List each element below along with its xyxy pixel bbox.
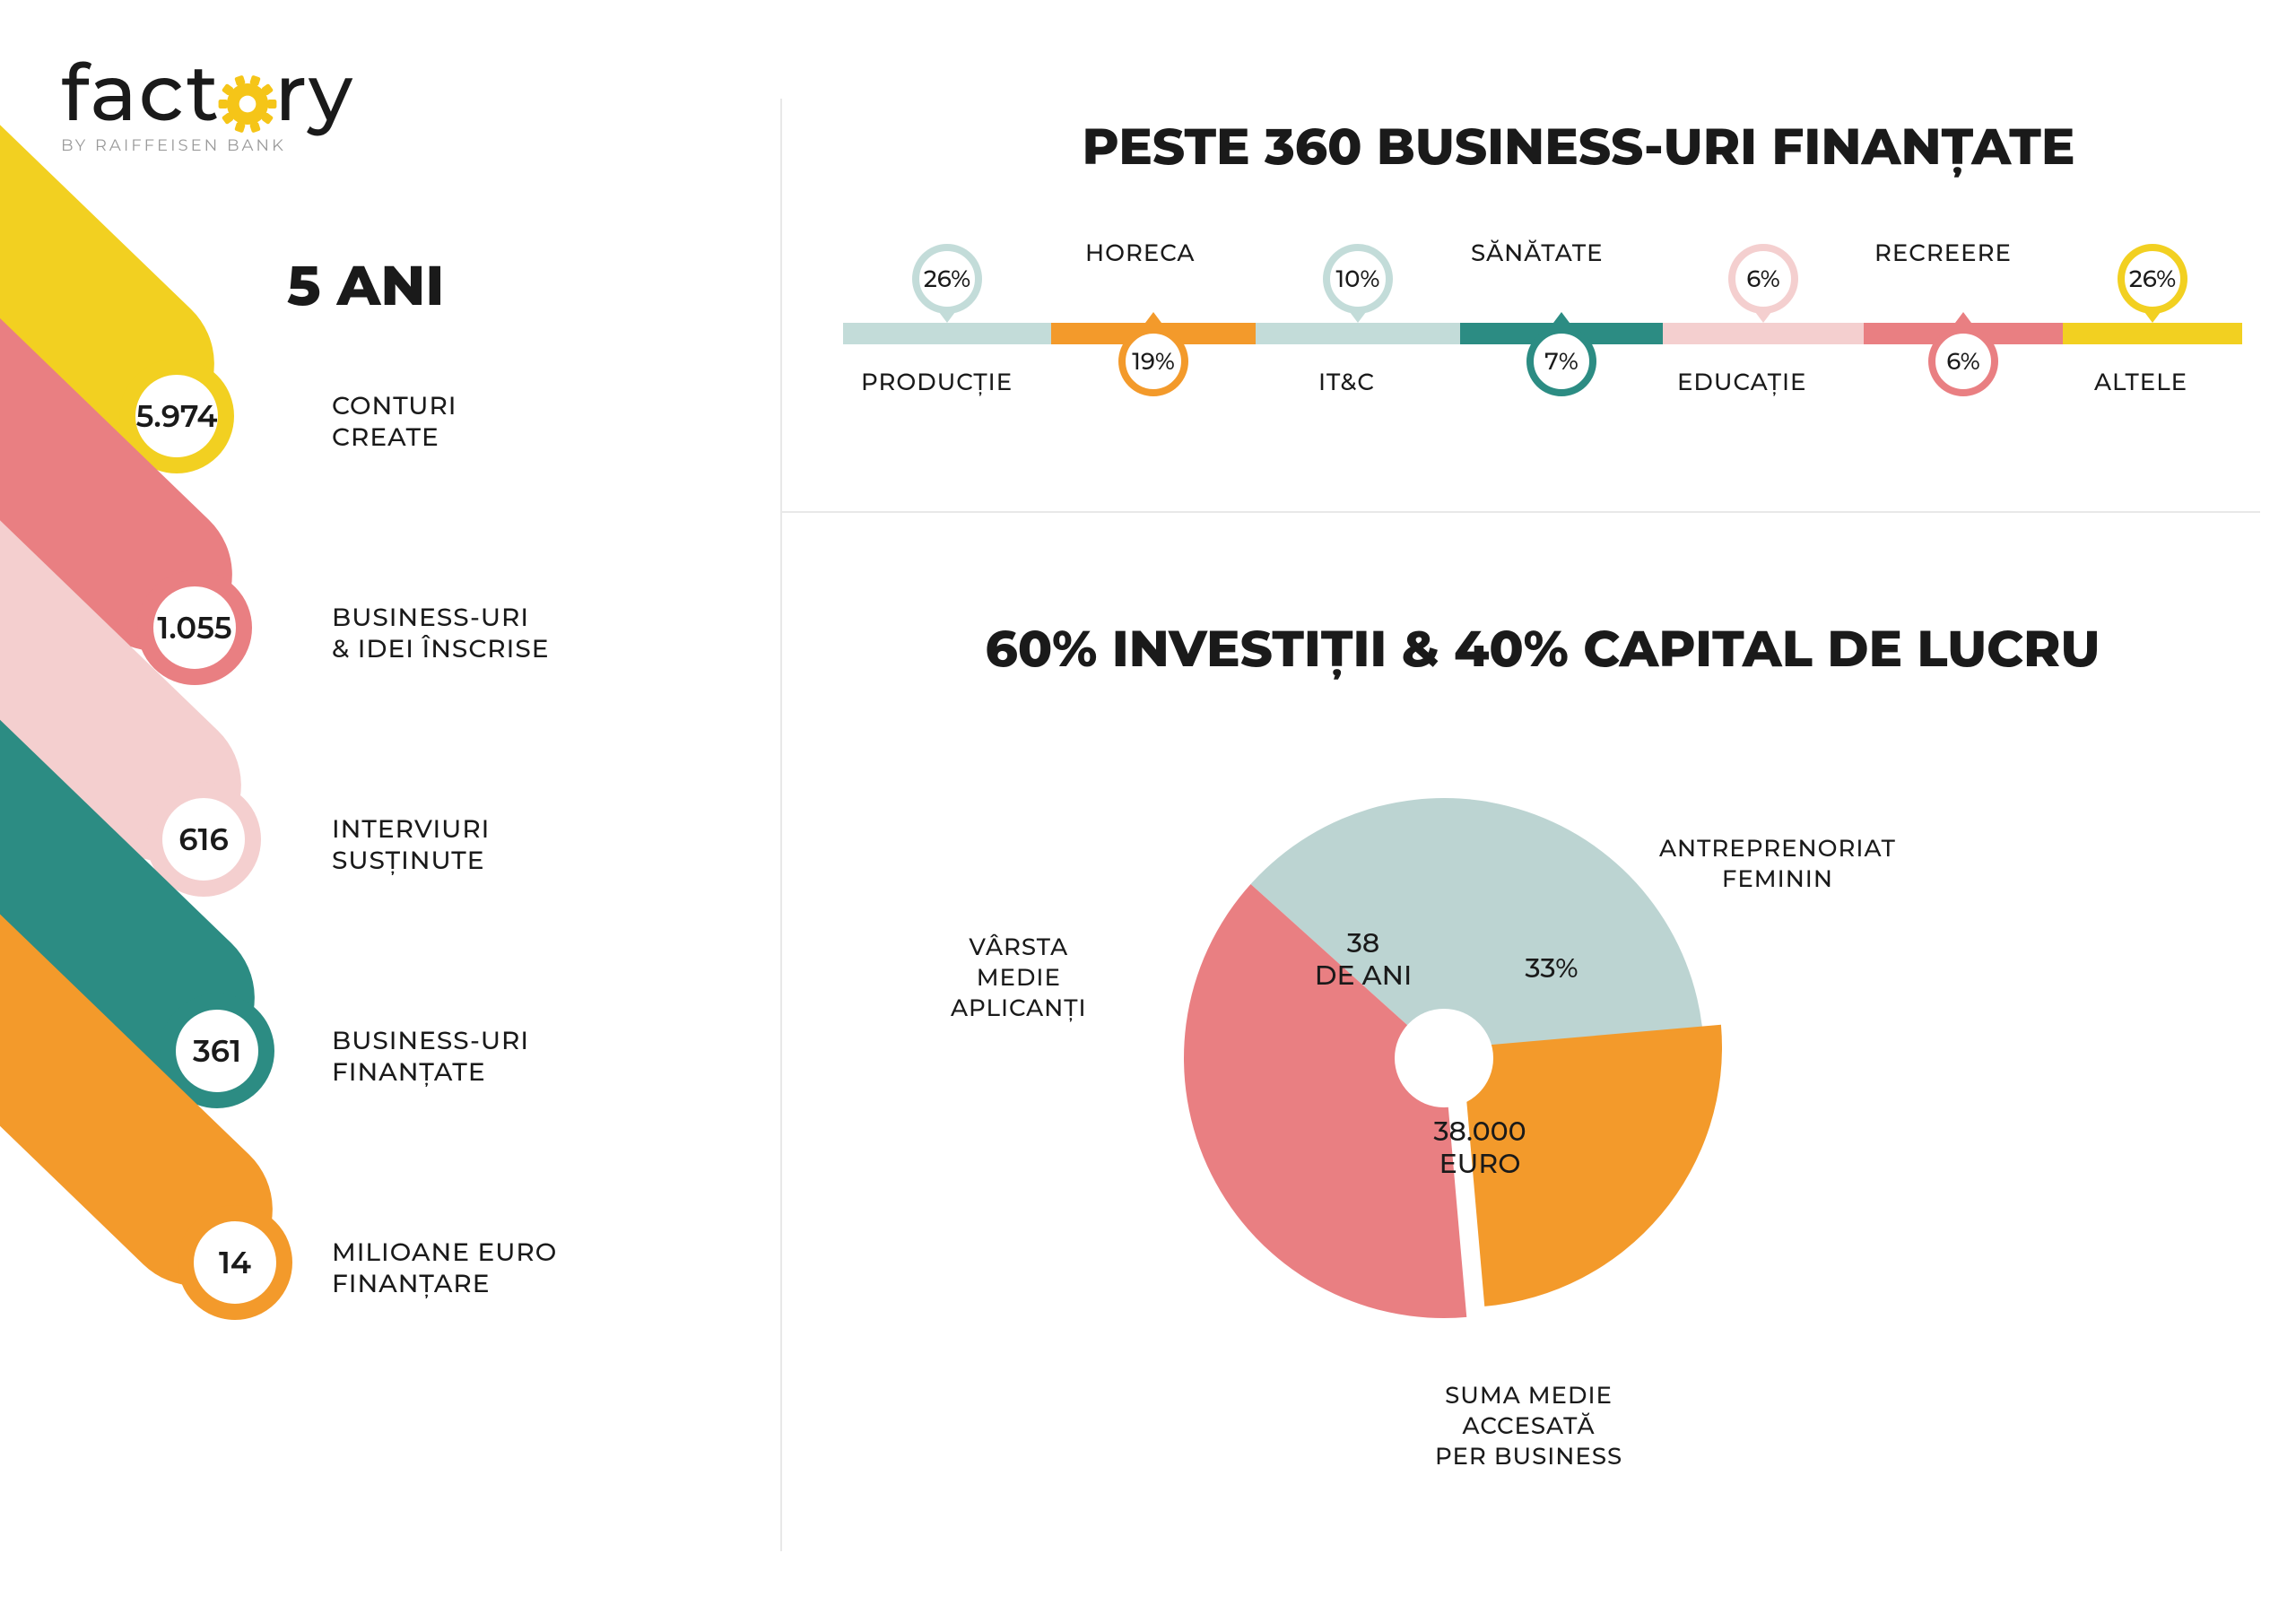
ribbon-pin-tail — [2142, 308, 2163, 323]
ribbon-pin: 26% — [912, 244, 982, 314]
rod-label: BUSINESS-URIFINANȚATE — [332, 1026, 529, 1089]
ribbon-segment — [1256, 323, 1460, 344]
ribbon-pin-circle: 26% — [912, 244, 982, 314]
ribbon-pin-tail — [1347, 308, 1369, 323]
ribbon-segment — [843, 323, 1051, 344]
section-pie-title: 60% INVESTIȚII & 40% CAPITAL DE LUCRU — [825, 619, 2260, 680]
ribbon-category-label: SĂNĂTATE — [1471, 239, 1604, 267]
ribbon-pin: 7% — [1526, 326, 1596, 396]
ribbon-pin: 6% — [1728, 244, 1798, 314]
pie-slice-caption: VÂRSTAMEDIEAPLICANȚI — [951, 933, 1087, 1023]
rod-label: CONTURICREATE — [332, 391, 457, 454]
ribbon-category-label: RECREERE — [1874, 239, 2012, 267]
rod-label: INTERVIURISUSȚINUTE — [332, 814, 490, 877]
horizontal-divider — [780, 511, 2260, 513]
ribbon-pin-circle: 7% — [1526, 326, 1596, 396]
ribbon-pin: 26% — [2118, 244, 2187, 314]
pie-slice-caption: ANTREPRENORIATFEMININ — [1659, 834, 1896, 895]
pie-chart: 38DE ANIVÂRSTAMEDIEAPLICANȚI33%ANTREPREN… — [1184, 798, 1704, 1318]
ribbon-pin-circle: 10% — [1323, 244, 1393, 314]
ribbon-pin-tail — [936, 308, 958, 323]
vertical-divider — [780, 99, 782, 1551]
rod-label: BUSINESS-URI& IDEI ÎNSCRISE — [332, 603, 549, 665]
ribbon-pin-circle: 26% — [2118, 244, 2187, 314]
ribbon-pin-tail — [1551, 312, 1572, 326]
ribbon-segment — [2063, 323, 2242, 344]
ribbon-pin: 19% — [1118, 326, 1188, 396]
ribbon-category-label: EDUCAȚIE — [1677, 368, 1806, 396]
rod-label: MILIOANE EUROFINANȚARE — [332, 1237, 557, 1300]
ribbon-pin-tail — [1143, 312, 1164, 326]
infographic-page: fact ry BY RAIFFEISEN BANK 5 ANI 5.974CO… — [0, 0, 2296, 1623]
rod-value-circle: 1.055 — [137, 570, 252, 685]
section-top-title: PESTE 360 BUSINESS-URI FINANȚATE — [951, 117, 2206, 178]
ribbon-pin: 10% — [1323, 244, 1393, 314]
ribbon-pin-tail — [1952, 312, 1974, 326]
ribbon-pin: 6% — [1928, 326, 1998, 396]
ribbon-pin-circle: 6% — [1928, 326, 1998, 396]
ribbon-pin-tail — [1752, 308, 1774, 323]
pie-center-hole — [1395, 1009, 1493, 1107]
ribbon-category-label: ALTELE — [2094, 368, 2187, 396]
ribbon-pin-circle: 19% — [1118, 326, 1188, 396]
ribbon-pin-circle: 6% — [1728, 244, 1798, 314]
pie-slice-value: 38.000EURO — [1433, 1115, 1526, 1180]
rods-container: 5.974CONTURICREATE1.055BUSINESS-URI& IDE… — [0, 0, 610, 1623]
ribbon-segment — [1663, 323, 1864, 344]
category-ribbon: 26%PRODUCȚIE19%HORECA10%IT&C7%SĂNĂTATE6%… — [843, 269, 2242, 448]
ribbon-category-label: HORECA — [1085, 239, 1195, 267]
ribbon-category-label: PRODUCȚIE — [861, 368, 1013, 396]
pie-slice-value: 38DE ANI — [1315, 927, 1413, 992]
rod-value-circle: 14 — [178, 1205, 292, 1320]
pie-slice-caption: SUMA MEDIEACCESATĂPER BUSINESS — [1435, 1381, 1622, 1471]
ribbon-category-label: IT&C — [1318, 368, 1375, 396]
pie-slice-value: 33% — [1525, 952, 1578, 985]
